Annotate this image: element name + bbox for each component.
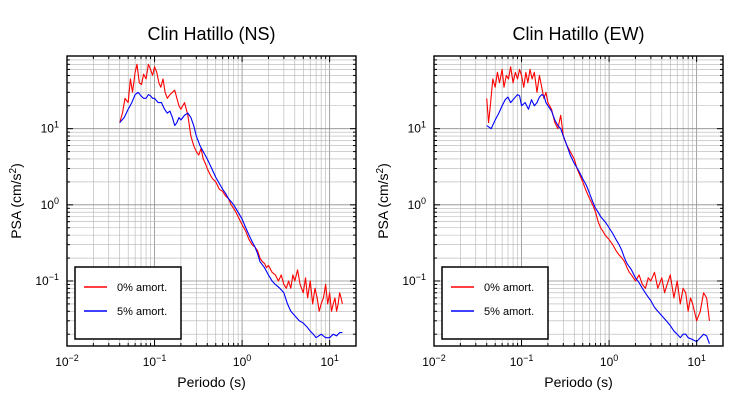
- series-group: [119, 63, 343, 339]
- legend-label: 0% amort.: [484, 282, 534, 294]
- chart-title: Clin Hatillo (EW): [512, 24, 644, 44]
- x-tick-label: 10−2: [422, 353, 446, 369]
- grid-lines: [66, 55, 357, 346]
- y-tick-label: 10−1: [402, 272, 426, 288]
- series-line-damping-5: [119, 91, 343, 339]
- chart-title: Clin Hatillo (NS): [147, 24, 275, 44]
- legend-box: [441, 266, 549, 340]
- legend-label: 5% amort.: [484, 306, 534, 318]
- legend: 0% amort. 5% amort.: [441, 266, 549, 340]
- y-axis-label: PSA (cm/s2): [375, 163, 391, 239]
- y-tick-label: 101: [41, 120, 59, 136]
- x-tick-label: 10−2: [55, 353, 79, 369]
- x-tick-label: 10−1: [510, 353, 534, 369]
- x-tick-label: 101: [687, 353, 705, 369]
- legend: 0% amort. 5% amort.: [74, 266, 182, 340]
- legend-label: 0% amort.: [117, 282, 167, 294]
- plot-frame: [433, 55, 724, 347]
- x-axis-label: Periodo (s): [544, 374, 612, 390]
- axis-ticks: [66, 55, 357, 346]
- x-axis-label: Periodo (s): [177, 374, 245, 390]
- series-group: [486, 66, 710, 344]
- chart-panel-1: 10−2 10−1 100 101 10−1 100 101 Clin Hatillo (NS…: [8, 24, 357, 390]
- y-tick-label: 100: [41, 196, 59, 212]
- series-line-damping-0: [119, 63, 343, 312]
- x-tick-label: 100: [233, 353, 251, 369]
- x-tick-label: 100: [600, 353, 618, 369]
- series-line-damping-0: [486, 66, 710, 322]
- series-line-damping-5: [486, 94, 710, 344]
- y-tick-label: 10−1: [35, 272, 59, 288]
- legend-label: 5% amort.: [117, 306, 167, 318]
- y-tick-label: 100: [408, 196, 426, 212]
- x-tick-label: 10−1: [143, 353, 167, 369]
- plot-frame: [66, 55, 357, 347]
- y-tick-label: 101: [408, 120, 426, 136]
- chart-panel-2: 10−2 10−1 100 101 10−1 100 101 Clin Hatillo (EW…: [375, 24, 724, 390]
- y-axis-label: PSA (cm/s2): [8, 163, 24, 239]
- x-tick-label: 101: [320, 353, 338, 369]
- axis-ticks: [433, 55, 724, 346]
- legend-box: [74, 266, 182, 340]
